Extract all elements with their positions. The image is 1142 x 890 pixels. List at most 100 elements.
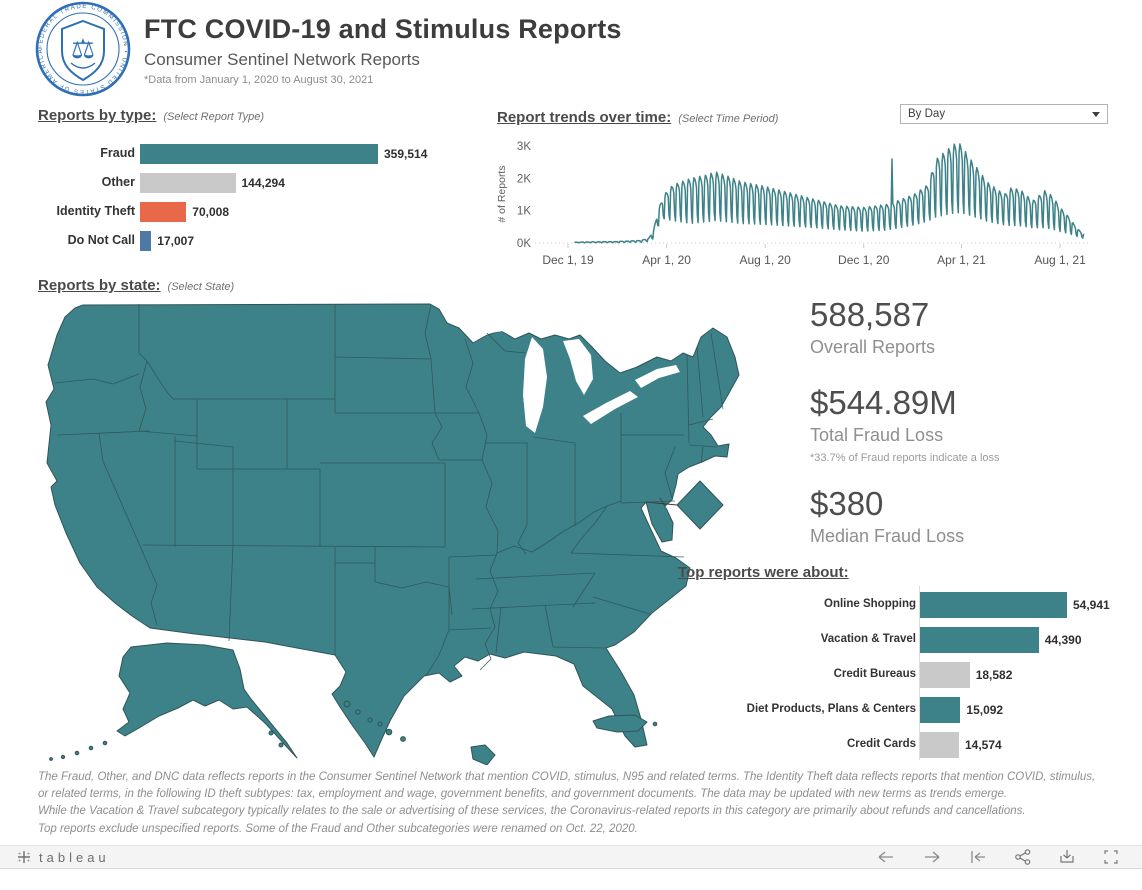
- redo-icon[interactable]: [922, 848, 942, 866]
- stat-value: 588,587: [810, 296, 930, 333]
- trend-line-chart[interactable]: 0K 1K 2K 3K # of Reports Dec 1, 19 Apr 1, 20 Au…: [488, 128, 1128, 278]
- footnote-line: While the Vacation & Travel subcategory …: [38, 805, 1026, 818]
- bar-row-diet-products-plans-centers: Diet Products, Plans & Centers 15,092: [690, 692, 1140, 727]
- bar-value-label: 54,941: [1073, 597, 1110, 612]
- x-tick-label: Dec 1, 19: [542, 253, 594, 267]
- bar-row-credit-cards: Credit Cards 14,574: [690, 727, 1140, 762]
- great-lakes: [463, 317, 680, 433]
- top-reports-heading: Top reports were about:: [678, 564, 849, 581]
- bar-credit-cards[interactable]: [920, 731, 959, 758]
- stat-value: $544.89M: [810, 384, 957, 421]
- bar-do-not-call[interactable]: [140, 230, 152, 251]
- stat-label: Total Fraud Loss: [810, 424, 944, 445]
- y-tick-label: 3K: [517, 141, 531, 153]
- time-period-dropdown[interactable]: By Day: [900, 104, 1108, 124]
- reset-icon[interactable]: [968, 848, 988, 866]
- y-tick-label: 1K: [517, 206, 531, 218]
- us-map-aleutian-islands[interactable]: [49, 730, 284, 761]
- bar-value-label: 44,390: [1044, 632, 1082, 647]
- bar-row-fraud: Fraud 359,514: [38, 139, 468, 168]
- seal-shield: [61, 19, 105, 82]
- stat-label: Overall Reports: [810, 336, 936, 357]
- reports-by-type-chart: Fraud 359,514 Other 144,294 Identity Theft 70…: [38, 139, 468, 255]
- stat-value: $380: [810, 485, 884, 522]
- footnote-line: Top reports exclude unspecified reports.…: [38, 822, 638, 835]
- y-tick-label: 2K: [517, 173, 531, 185]
- state-borders: [54, 304, 724, 677]
- trend-heading: Report trends over time:: [497, 109, 672, 126]
- us-map-alaska[interactable]: [116, 642, 298, 759]
- bar-category-label: Vacation & Travel: [820, 633, 916, 646]
- trend-hint: (Select Time Period): [678, 113, 779, 125]
- stat-total-fraud-loss: $544.89M Total Fraud Loss *33.7% of Frau…: [810, 384, 1000, 464]
- x-tick-label: Apr 1, 20: [642, 253, 691, 267]
- x-tick-label: Dec 1, 20: [838, 253, 890, 267]
- chevron-down-icon: [1092, 111, 1100, 117]
- bar-value-label: 359,514: [384, 146, 428, 161]
- trend-line[interactable]: [574, 143, 1085, 244]
- stat-median-fraud-loss: $380 Median Fraud Loss: [810, 485, 965, 547]
- bar-row-identity-theft: Identity Theft 70,008: [38, 197, 468, 226]
- footnotes: The Fraud, Other, and DNC data reflects …: [38, 769, 1123, 838]
- bar-row-vacation-travel: Vacation & Travel 44,390: [690, 622, 1140, 657]
- us-map-dc-diamond[interactable]: [676, 480, 724, 530]
- bar-category-label: Do Not Call: [67, 232, 135, 247]
- bar-row-online-shopping: Online Shopping 54,941: [690, 587, 1140, 622]
- x-tick-label: Apr 1, 21: [937, 253, 986, 267]
- date-range-note: *Data from January 1, 2020 to August 30,…: [144, 74, 374, 86]
- bar-category-label: Credit Cards: [846, 738, 916, 751]
- footnote-line: The Fraud, Other, and DNC data reflects …: [38, 771, 1096, 783]
- reports-by-state-heading: Reports by state:: [38, 277, 161, 294]
- bar-fraud[interactable]: [140, 143, 378, 164]
- stat-label: Median Fraud Loss: [810, 525, 965, 546]
- scales-of-justice-icon: ⚖: [71, 34, 95, 65]
- bar-category-label: Other: [101, 174, 135, 189]
- us-map[interactable]: [35, 295, 755, 765]
- bar-row-credit-bureaus: Credit Bureaus 18,582: [690, 657, 1140, 692]
- bar-value-label: 15,092: [966, 702, 1004, 717]
- page-title: FTC COVID-19 and Stimulus Reports: [144, 14, 622, 44]
- bar-other[interactable]: [140, 172, 236, 193]
- reports-by-state-hint: (Select State): [167, 281, 235, 293]
- bar-category-label: Online Shopping: [824, 598, 916, 611]
- bar-value-label: 70,008: [192, 204, 229, 219]
- bar-credit-bureaus[interactable]: [920, 661, 970, 688]
- ftc-seal-logo: FEDERAL TRADE COMMISSION • UNITED STATES…: [33, 1, 131, 97]
- fullscreen-icon[interactable]: [1102, 848, 1120, 866]
- page-subtitle: Consumer Sentinel Network Reports: [144, 50, 420, 69]
- reports-by-type-hint: (Select Report Type): [163, 111, 265, 123]
- bar-identity-theft[interactable]: [140, 201, 187, 222]
- bar-category-label: Diet Products, Plans & Centers: [746, 703, 916, 716]
- bar-vacation-travel[interactable]: [920, 626, 1039, 653]
- dc-callout-line: [645, 501, 678, 506]
- footnote-line: or related terms, in the following ID th…: [38, 788, 1008, 801]
- bar-diet-products-plans-centers[interactable]: [920, 696, 961, 723]
- tableau-logo[interactable]: tableau: [16, 849, 110, 865]
- top-reports-axis: [919, 586, 920, 760]
- bar-value-label: 17,007: [157, 233, 194, 248]
- tableau-logo-text: tableau: [39, 849, 110, 865]
- reports-by-type-heading: Reports by type:: [38, 107, 157, 124]
- download-icon[interactable]: [1058, 848, 1076, 866]
- bar-category-label: Fraud: [100, 145, 135, 160]
- seal-wings: [70, 62, 96, 69]
- bar-category-label: Identity Theft: [56, 203, 135, 218]
- y-tick-label: 0K: [517, 238, 531, 250]
- bar-value-label: 14,574: [965, 737, 1002, 752]
- x-tick-label: Aug 1, 21: [1034, 253, 1086, 267]
- stat-overall-reports: 588,587 Overall Reports: [810, 296, 936, 358]
- us-map-hawaii[interactable]: [343, 700, 496, 765]
- bar-row-other: Other 144,294: [38, 168, 468, 197]
- us-map-mainland[interactable]: [45, 303, 740, 758]
- bar-value-label: 18,582: [975, 667, 1013, 682]
- us-map-puerto-rico[interactable]: [592, 714, 658, 733]
- bar-row-do-not-call: Do Not Call 17,007: [38, 226, 468, 255]
- stat-note: *33.7% of Fraud reports indicate a loss: [810, 451, 1000, 464]
- top-reports-chart: Online Shopping 54,941 Vacation & Travel 44…: [690, 587, 1140, 762]
- bar-value-label: 144,294: [241, 175, 285, 190]
- share-icon[interactable]: [1014, 848, 1032, 866]
- undo-icon[interactable]: [876, 848, 896, 866]
- bar-online-shopping[interactable]: [920, 591, 1067, 618]
- bar-category-label: Credit Bureaus: [833, 668, 916, 681]
